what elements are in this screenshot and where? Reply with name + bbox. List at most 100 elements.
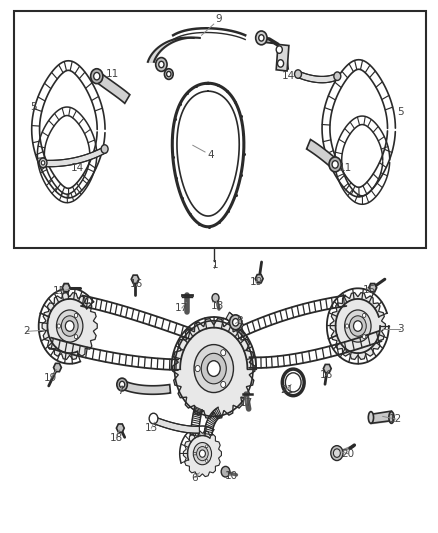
Text: 17: 17	[240, 398, 253, 408]
Circle shape	[350, 316, 366, 336]
Circle shape	[230, 315, 242, 330]
Text: 1: 1	[211, 261, 218, 270]
Polygon shape	[255, 274, 263, 283]
Polygon shape	[369, 284, 377, 292]
Text: 2: 2	[24, 326, 30, 336]
Circle shape	[212, 294, 219, 302]
Circle shape	[166, 71, 171, 77]
Text: 18: 18	[110, 433, 123, 443]
Circle shape	[39, 158, 47, 167]
Text: 16: 16	[129, 279, 143, 288]
Text: 20: 20	[341, 449, 354, 458]
Circle shape	[164, 69, 173, 79]
Text: 14: 14	[282, 71, 296, 81]
Circle shape	[221, 382, 226, 387]
Polygon shape	[226, 312, 244, 330]
Polygon shape	[94, 72, 130, 103]
Circle shape	[197, 447, 208, 461]
Circle shape	[57, 324, 60, 328]
Circle shape	[195, 366, 200, 372]
Circle shape	[334, 72, 341, 80]
Circle shape	[74, 335, 78, 339]
Polygon shape	[42, 293, 97, 359]
Polygon shape	[131, 275, 139, 284]
Text: 12: 12	[389, 414, 403, 424]
Text: 19: 19	[44, 373, 57, 383]
Polygon shape	[173, 319, 255, 418]
Circle shape	[345, 310, 371, 342]
Text: 13: 13	[145, 423, 158, 433]
Text: 3: 3	[397, 324, 403, 334]
Circle shape	[199, 450, 205, 457]
Text: 7: 7	[117, 386, 124, 397]
Circle shape	[120, 381, 125, 387]
Text: 8: 8	[237, 316, 243, 326]
Circle shape	[57, 310, 83, 342]
Text: 14: 14	[71, 163, 84, 173]
Polygon shape	[330, 293, 385, 359]
Circle shape	[286, 373, 301, 392]
Text: 18: 18	[211, 301, 224, 311]
Polygon shape	[307, 140, 338, 169]
Circle shape	[61, 316, 78, 336]
Circle shape	[194, 345, 233, 392]
Text: 11: 11	[106, 69, 119, 79]
Text: 5: 5	[30, 102, 37, 112]
Circle shape	[149, 413, 158, 424]
Ellipse shape	[368, 411, 374, 423]
Circle shape	[363, 313, 366, 318]
Circle shape	[256, 31, 267, 45]
Circle shape	[159, 61, 164, 68]
Polygon shape	[42, 147, 106, 167]
Circle shape	[332, 161, 338, 168]
Circle shape	[201, 353, 226, 384]
Circle shape	[331, 446, 343, 461]
Circle shape	[353, 321, 362, 332]
Text: 6: 6	[192, 473, 198, 482]
Bar	[14, 11, 426, 248]
Text: 9: 9	[215, 14, 223, 25]
Circle shape	[345, 324, 349, 328]
Polygon shape	[297, 71, 339, 83]
Circle shape	[207, 361, 220, 376]
Text: 10: 10	[225, 471, 238, 481]
Circle shape	[205, 459, 208, 463]
Circle shape	[294, 70, 301, 78]
Circle shape	[276, 46, 283, 53]
Polygon shape	[117, 424, 124, 432]
Circle shape	[278, 60, 284, 67]
Ellipse shape	[389, 411, 394, 423]
Polygon shape	[121, 381, 170, 394]
Circle shape	[74, 313, 78, 318]
Circle shape	[329, 157, 341, 172]
Text: 16: 16	[319, 370, 332, 381]
Polygon shape	[53, 364, 61, 372]
Text: 5: 5	[397, 107, 403, 117]
Bar	[276, 44, 289, 71]
Text: 4: 4	[207, 150, 214, 160]
Polygon shape	[184, 431, 222, 477]
Circle shape	[333, 449, 340, 457]
Circle shape	[221, 466, 230, 477]
Circle shape	[101, 145, 108, 154]
Polygon shape	[152, 416, 199, 433]
Circle shape	[259, 35, 264, 41]
Circle shape	[233, 319, 239, 326]
Circle shape	[193, 442, 212, 465]
Text: 21: 21	[280, 385, 293, 395]
Text: 19: 19	[250, 278, 263, 287]
Circle shape	[363, 335, 366, 339]
Circle shape	[221, 350, 226, 356]
Text: 15: 15	[363, 286, 376, 295]
Polygon shape	[323, 365, 331, 373]
Circle shape	[41, 161, 45, 165]
Polygon shape	[62, 284, 70, 292]
Circle shape	[155, 58, 167, 71]
Circle shape	[94, 72, 100, 80]
Circle shape	[65, 321, 74, 332]
Circle shape	[194, 452, 196, 455]
Text: 17: 17	[175, 303, 188, 313]
Text: 11: 11	[339, 163, 352, 173]
Circle shape	[117, 378, 127, 391]
Text: 15: 15	[53, 286, 66, 296]
